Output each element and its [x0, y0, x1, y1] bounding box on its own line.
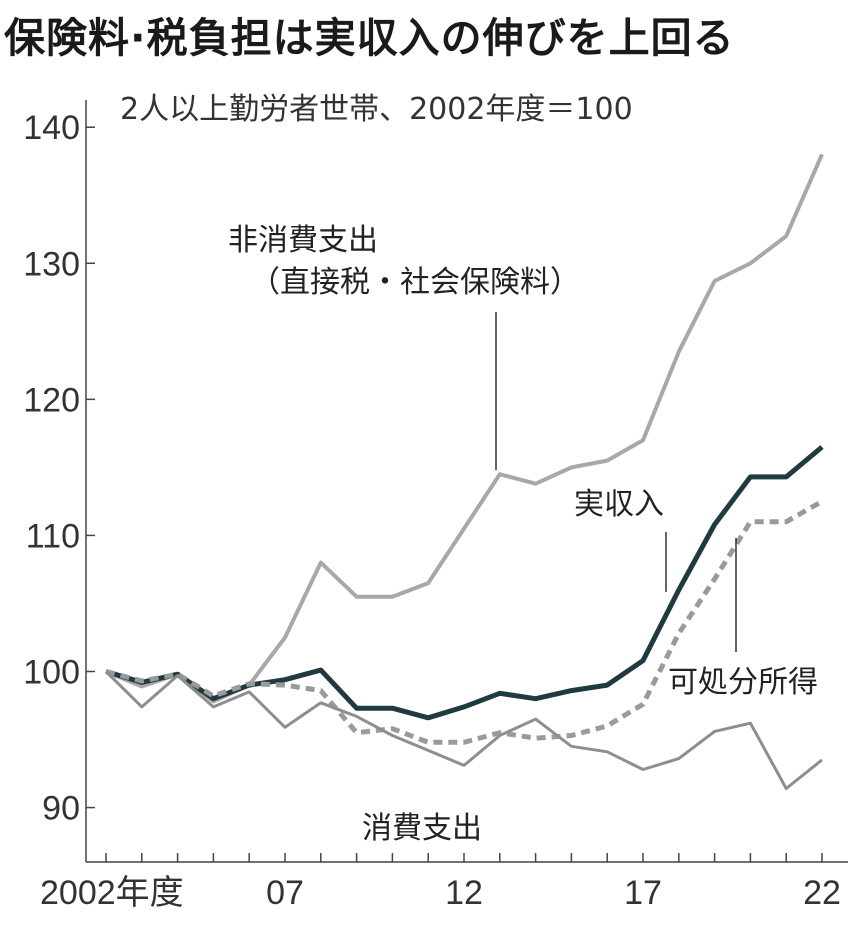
series-line-2 — [105, 499, 824, 745]
y-tick-label: 130 — [23, 245, 80, 283]
y-tick-label: 90 — [42, 790, 80, 828]
series-label-0: 非消費支出 — [228, 223, 378, 258]
series-label-2: 可処分所得 — [668, 665, 818, 700]
series-label-3: 消費支出 — [362, 811, 482, 846]
y-tick-label: 110 — [26, 517, 80, 555]
series-line-0 — [105, 153, 824, 704]
series-label-0: （直接税・社会保険料） — [250, 265, 580, 300]
y-tick-label: 120 — [23, 381, 80, 419]
series-line-3 — [104, 670, 823, 790]
x-tick-label: 2002年度 — [40, 874, 184, 912]
y-tick-label: 100 — [23, 654, 80, 692]
x-tick-label: 22 — [803, 874, 841, 912]
y-tick-label: 140 — [23, 109, 80, 147]
x-tick-label: 17 — [624, 874, 662, 912]
x-tick-label: 12 — [445, 874, 483, 912]
chart-title: 保険料·税負担は実収入の伸びを上回る — [4, 14, 735, 62]
series-label-1: 実収入 — [574, 487, 664, 522]
x-tick-label: 07 — [266, 874, 304, 912]
chart-subtitle: 2人以上勤労者世帯、2002年度＝100 — [120, 92, 633, 127]
